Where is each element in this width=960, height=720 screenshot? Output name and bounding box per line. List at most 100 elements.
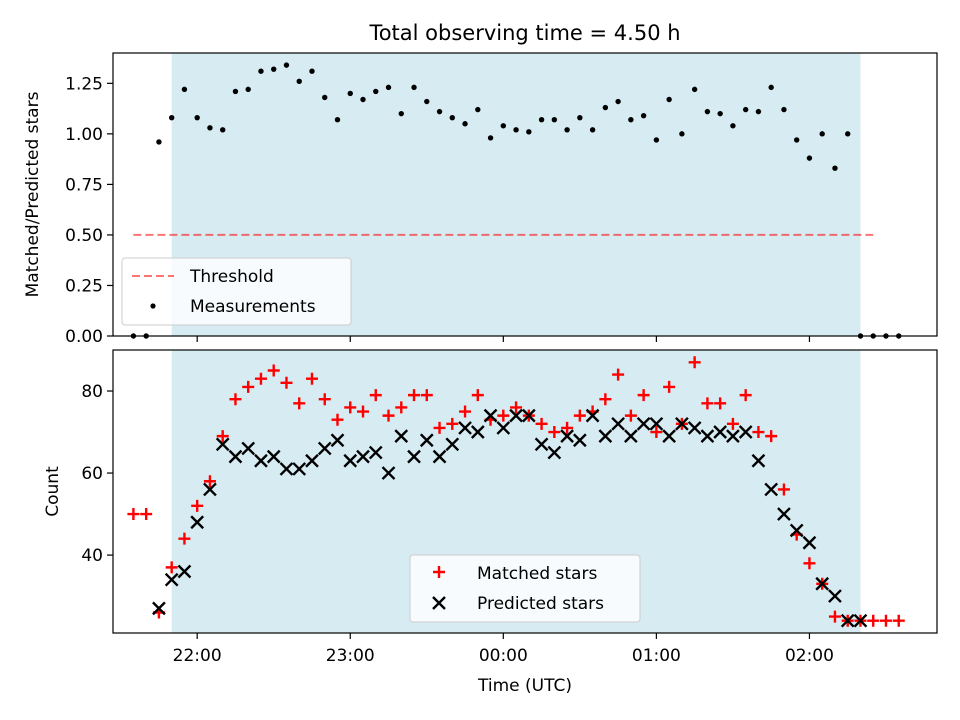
matched-star-point bbox=[688, 356, 701, 369]
measurement-point bbox=[194, 114, 200, 121]
predicted-star-point bbox=[343, 453, 358, 468]
matched-star-point bbox=[510, 401, 523, 414]
count-panel: 40 60 80 22:00 23:00 00:00 01:00 02:00 Count T… bbox=[43, 349, 938, 696]
measurement-point bbox=[207, 125, 213, 131]
x-tick-label: 23:00 bbox=[326, 646, 375, 666]
measurement-point bbox=[322, 94, 328, 101]
matched-star-point bbox=[459, 405, 472, 418]
measurement-point bbox=[704, 108, 711, 115]
y-tick-label: 1.00 bbox=[65, 125, 103, 145]
measurement-point bbox=[271, 66, 277, 72]
matched-star-point bbox=[140, 508, 153, 521]
measurement-point bbox=[640, 112, 647, 119]
matched-star-point bbox=[535, 417, 548, 430]
measurement-point bbox=[755, 108, 762, 115]
matched-star-point bbox=[178, 532, 191, 545]
matched-star-point bbox=[599, 393, 612, 406]
count-x-axis: 22:00 23:00 00:00 01:00 02:00 bbox=[173, 633, 834, 666]
measurement-point bbox=[487, 135, 494, 141]
predicted-star-point bbox=[496, 421, 511, 435]
predicted-star-point bbox=[751, 453, 766, 468]
predicted-star-point bbox=[585, 408, 600, 423]
predicted-star-point bbox=[368, 445, 383, 460]
predicted-star-point bbox=[726, 429, 740, 443]
predicted-star-point bbox=[560, 429, 574, 443]
predicted-star-point bbox=[611, 416, 625, 431]
matched-star-point bbox=[408, 389, 421, 402]
measurement-point bbox=[513, 127, 519, 133]
matched-star-point bbox=[433, 421, 446, 434]
predicted-star-point bbox=[164, 572, 179, 587]
predicted-star-point bbox=[509, 408, 523, 423]
measurement-point bbox=[219, 127, 226, 133]
matched-star-point bbox=[650, 426, 663, 439]
measurement-point bbox=[717, 110, 723, 117]
y-tick-label: 40 bbox=[81, 546, 103, 566]
predicted-star-point bbox=[713, 425, 728, 439]
measurement-point bbox=[666, 96, 672, 103]
matched-star-point bbox=[612, 368, 625, 381]
predicted-star-point bbox=[521, 408, 536, 423]
measurement-point bbox=[334, 117, 341, 123]
matched-star-point bbox=[344, 401, 357, 414]
measurement-point bbox=[615, 98, 621, 105]
measurement-point bbox=[475, 106, 481, 113]
measurement-point bbox=[742, 106, 749, 113]
predicted-star-point bbox=[802, 535, 817, 550]
measurement-point bbox=[653, 137, 660, 143]
measurement-point bbox=[602, 104, 609, 111]
measurement-point bbox=[398, 110, 404, 117]
y-tick-label: 0.25 bbox=[65, 276, 103, 296]
legend-measurements-swatch bbox=[150, 303, 156, 309]
x-tick-label: 22:00 bbox=[173, 646, 222, 666]
matched-star-point bbox=[280, 376, 293, 389]
matched-star-point bbox=[739, 389, 752, 402]
matched-star-point bbox=[357, 405, 370, 418]
matched-star-point bbox=[191, 499, 204, 512]
measurement-point bbox=[628, 117, 634, 123]
measurement-point bbox=[730, 123, 736, 129]
count-axes-frame bbox=[112, 349, 938, 634]
measurement-point bbox=[385, 84, 392, 91]
measurement-point bbox=[793, 137, 800, 143]
matched-star-point bbox=[254, 372, 267, 385]
predicted-star-point bbox=[458, 421, 472, 435]
x-axis-label: Time (UTC) bbox=[477, 676, 572, 696]
x-tick-label: 01:00 bbox=[632, 646, 681, 666]
matched-star-point bbox=[752, 426, 765, 439]
matched-stars-series bbox=[127, 356, 905, 627]
measurement-point bbox=[309, 68, 315, 74]
measurement-point bbox=[156, 139, 162, 145]
measurement-point bbox=[500, 123, 507, 129]
measurement-point bbox=[296, 78, 302, 85]
predicted-star-point bbox=[598, 429, 613, 443]
legend-threshold-label: Threshold bbox=[189, 267, 274, 287]
predicted-star-point bbox=[624, 429, 638, 443]
measurement-point bbox=[424, 98, 430, 105]
predicted-star-point bbox=[662, 429, 676, 443]
predicted-star-point bbox=[483, 408, 498, 423]
matched-star-point bbox=[828, 610, 841, 623]
predicted-star-point bbox=[470, 425, 485, 439]
predicted-star-point bbox=[203, 482, 217, 497]
measurement-point bbox=[258, 68, 264, 74]
matched-star-point bbox=[229, 393, 242, 406]
measurement-point bbox=[832, 165, 838, 171]
measurement-point bbox=[411, 84, 417, 91]
predicted-star-point bbox=[687, 421, 702, 435]
predicted-star-point bbox=[547, 445, 562, 460]
measurement-point bbox=[551, 117, 558, 123]
predicted-star-point bbox=[572, 433, 587, 448]
measurement-point bbox=[168, 114, 175, 121]
matched-star-point bbox=[318, 393, 331, 406]
count-y-axis-label: Count bbox=[43, 466, 63, 517]
x-tick-label: 00:00 bbox=[479, 646, 528, 666]
matched-star-point bbox=[203, 475, 216, 488]
ratio-x-ticks bbox=[196, 336, 811, 342]
count-y-axis: 40 60 80 bbox=[81, 382, 113, 566]
matched-star-point bbox=[867, 614, 880, 627]
measurement-point bbox=[462, 121, 468, 127]
measurement-point bbox=[526, 129, 532, 135]
predicted-star-point bbox=[381, 466, 396, 480]
measurement-point bbox=[538, 117, 545, 123]
